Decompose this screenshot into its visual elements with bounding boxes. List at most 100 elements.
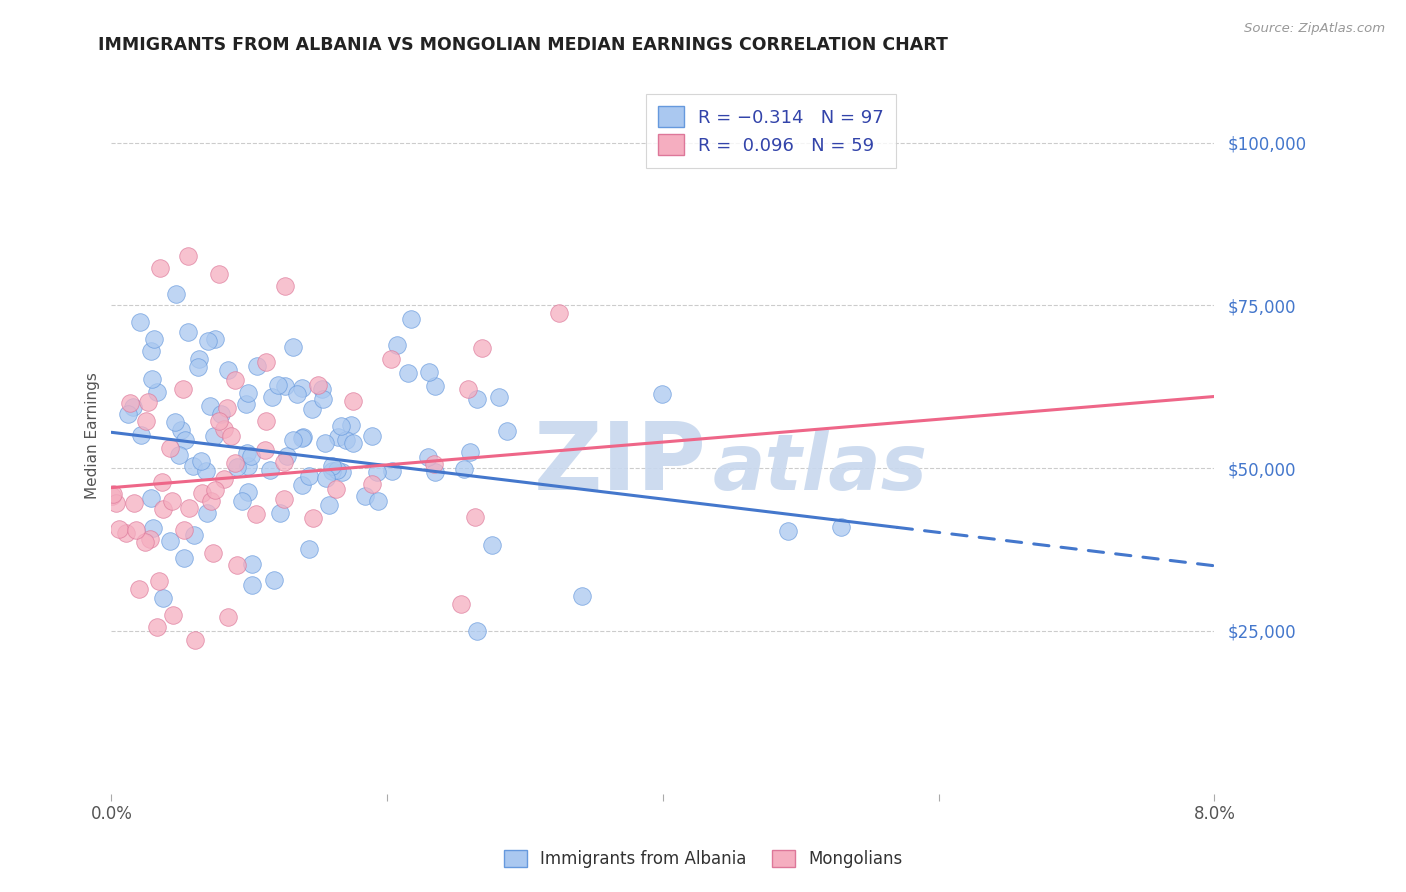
Point [215, 401, 238, 415]
Point [165, 415, 187, 429]
Point [256, 355, 278, 369]
Point [159, 534, 181, 549]
Text: IMMIGRANTS FROM ALBANIA VS MONGOLIAN MEDIAN EARNINGS CORRELATION CHART: IMMIGRANTS FROM ALBANIA VS MONGOLIAN MED… [98, 36, 948, 54]
Point [118, 395, 141, 409]
Point [547, 305, 569, 319]
Point [335, 433, 357, 447]
Point [209, 407, 232, 421]
Point [174, 433, 197, 447]
Point [217, 363, 239, 377]
Point [471, 342, 494, 356]
Point [236, 485, 259, 500]
Point [101, 489, 124, 503]
Point [381, 464, 404, 478]
Point [202, 429, 225, 443]
Point [204, 332, 226, 346]
Text: ZIP: ZIP [534, 418, 707, 510]
Point [318, 498, 340, 512]
Point [177, 501, 200, 516]
Point [184, 633, 207, 648]
Point [481, 538, 503, 552]
Point [150, 475, 173, 490]
Point [273, 379, 295, 393]
Point [321, 459, 343, 474]
Point [321, 464, 343, 478]
Point [226, 460, 249, 475]
Point [224, 457, 246, 471]
Point [311, 382, 333, 396]
Point [124, 496, 146, 510]
Point [367, 494, 389, 508]
Point [315, 471, 337, 485]
Point [302, 511, 325, 525]
Point [301, 402, 323, 417]
Point [219, 428, 242, 442]
Point [273, 492, 295, 507]
Point [146, 620, 169, 634]
Point [129, 315, 152, 329]
Point [453, 462, 475, 476]
Point [173, 523, 195, 537]
Point [464, 510, 486, 524]
Point [262, 390, 284, 404]
Point [256, 414, 278, 428]
Point [245, 507, 267, 521]
Point [236, 386, 259, 401]
Point [139, 343, 162, 358]
Point [190, 486, 212, 500]
Point [128, 582, 150, 597]
Point [195, 507, 218, 521]
Point [297, 542, 319, 557]
Point [458, 445, 481, 459]
Point [253, 443, 276, 458]
Point [195, 464, 218, 478]
Point [125, 523, 148, 537]
Point [259, 463, 281, 477]
Point [274, 279, 297, 293]
Point [190, 454, 212, 468]
Point [176, 326, 198, 340]
Legend: R = −0.314   N = 97, R =  0.096   N = 59: R = −0.314 N = 97, R = 0.096 N = 59 [645, 94, 897, 168]
Point [200, 399, 222, 413]
Point [465, 624, 488, 638]
Point [187, 360, 209, 375]
Y-axis label: Median Earnings: Median Earnings [86, 372, 100, 499]
Point [239, 449, 262, 463]
Text: atlas: atlas [713, 430, 928, 506]
Point [173, 550, 195, 565]
Point [366, 465, 388, 479]
Point [121, 400, 143, 414]
Point [101, 487, 124, 501]
Point [104, 496, 127, 510]
Point [292, 430, 315, 444]
Point [298, 468, 321, 483]
Point [325, 483, 347, 497]
Point [139, 532, 162, 546]
Point [276, 449, 298, 463]
Point [342, 436, 364, 450]
Point [281, 340, 304, 354]
Point [143, 332, 166, 346]
Point [240, 558, 263, 572]
Point [235, 397, 257, 411]
Point [281, 433, 304, 447]
Point [457, 382, 479, 396]
Point [267, 378, 290, 392]
Point [401, 312, 423, 326]
Point [187, 351, 209, 366]
Point [312, 392, 335, 407]
Point [269, 506, 291, 520]
Point [152, 591, 174, 605]
Text: Source: ZipAtlas.com: Source: ZipAtlas.com [1244, 22, 1385, 36]
Point [136, 395, 159, 409]
Point [416, 450, 439, 464]
Point [291, 431, 314, 445]
Point [360, 429, 382, 443]
Point [165, 287, 187, 301]
Point [291, 477, 314, 491]
Point [197, 334, 219, 348]
Point [208, 268, 231, 282]
Point [340, 417, 363, 432]
Point [326, 430, 349, 444]
Point [226, 558, 249, 573]
